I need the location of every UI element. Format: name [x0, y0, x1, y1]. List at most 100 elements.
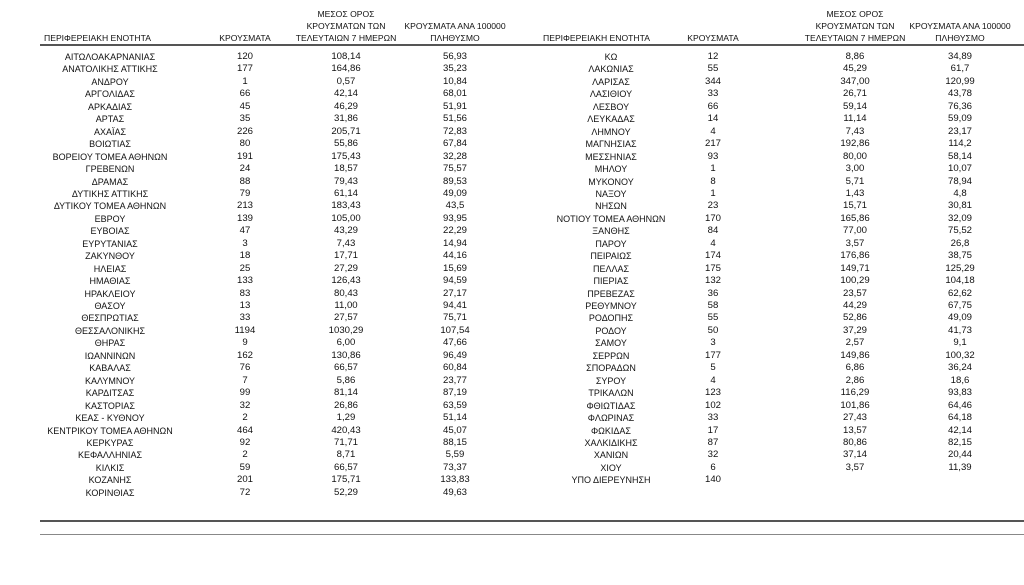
cases-cell: 162 — [236, 349, 253, 361]
avg-7-days-cell: 27,57 — [333, 312, 358, 324]
region-name-cell: ΚΑΡΔΙΤΣΑΣ — [85, 388, 135, 399]
cases-cell: 79 — [239, 187, 251, 199]
cases-per-100k-cell: 89,53 — [442, 175, 467, 187]
cases-per-100k-cell: 56,93 — [442, 51, 467, 62]
region-name-cell: ΜΥΚΟΝΟΥ — [588, 176, 634, 187]
cases-per-100k-cell: 42,14 — [947, 424, 972, 436]
cases-per-100k-cell: 26,8 — [950, 237, 970, 249]
region-name-cell: ΛΕΥΚΑΔΑΣ — [587, 114, 635, 125]
cases-per-100k-cell: 15,69 — [442, 262, 467, 274]
cases-per-100k-cell: 32,28 — [442, 150, 467, 162]
cases-per-100k-cell: 23,77 — [442, 374, 467, 386]
cases-cell: 133 — [236, 275, 253, 287]
header-line: ΜΕΣΟΣ ΟΡΟΣ — [317, 9, 375, 19]
avg-7-days-cell: 46,29 — [333, 100, 358, 112]
cases-cell: 177 — [704, 349, 721, 361]
cases-cell: 201 — [236, 474, 253, 486]
region-name-cell: ΑΧΑΪΑΣ — [93, 126, 127, 137]
avg-7-days-cell: 105,00 — [331, 212, 361, 224]
avg-7-days-cell: 55,86 — [333, 138, 358, 150]
header-text: ΚΡΟΥΣΜΑΤΑ — [219, 33, 271, 43]
region-name-cell: ΝΗΣΩΝ — [595, 201, 627, 212]
avg-7-days-cell: 66,57 — [333, 362, 358, 374]
cases-cell: 226 — [236, 125, 253, 137]
region-name-cell: ΑΙΤΩΛΟΑΚΑΡΝΑΝΙΑΣ — [64, 52, 156, 62]
avg-7-days-cell: 175,43 — [331, 150, 361, 162]
cases-per-100k-cell: 94,41 — [442, 300, 467, 311]
avg-7-days-cell: 100,29 — [840, 275, 870, 287]
region-name-cell: ΡΟΔΟΥ — [595, 325, 627, 336]
cases-per-100k-cell: 18,6 — [950, 374, 970, 386]
avg-7-days-cell: 17,71 — [333, 250, 358, 262]
left-header-region: ΠΕΡΙΦΕΡΕΙΑΚΗ ΕΝΟΤΗΤΑ — [44, 4, 194, 44]
region-name-cell: ΠΕΙΡΑΙΩΣ — [590, 251, 632, 262]
avg-7-days-cell: 59,14 — [842, 100, 867, 112]
avg-7-days-cell: 149,86 — [840, 349, 870, 361]
cases-cell: 66 — [707, 100, 719, 112]
region-name-cell: ΓΡΕΒΕΝΩΝ — [85, 164, 135, 175]
region-name-cell: ΙΩΑΝΝΙΝΩΝ — [84, 350, 136, 361]
region-name-cell: ΣΠΟΡΑΔΩΝ — [586, 363, 636, 374]
cases-per-100k-cell: 10,84 — [442, 75, 467, 87]
avg-7-days-cell: 165,86 — [840, 212, 870, 224]
region-name-cell: ΔΡΑΜΑΣ — [91, 176, 129, 187]
cases-per-100k-cell: 38,75 — [947, 250, 972, 262]
cases-cell: 7 — [242, 374, 248, 386]
avg-7-days-cell: 66,57 — [333, 461, 358, 473]
right-header-avg7: ΜΕΣΟΣ ΟΡΟΣ ΚΡΟΥΣΜΑΤΩΝ ΤΩΝ ΤΕΛΕΥΤΑΙΩΝ 7 Η… — [780, 4, 930, 44]
cases-per-100k-cell: 62,62 — [947, 287, 972, 299]
region-name-cell: ΦΩΚΙΔΑΣ — [591, 425, 631, 436]
region-name-cell: ΡΟΔΟΠΗΣ — [588, 313, 634, 324]
cases-per-100k-cell: 67,84 — [442, 138, 467, 150]
footer-rule — [40, 534, 1024, 535]
header-line: ΚΡΟΥΣΜΑΤΑ ΑΝΑ 100000 — [909, 21, 1011, 31]
cases-per-100k-cell: 64,46 — [947, 399, 972, 411]
avg-7-days-cell: 37,29 — [842, 324, 867, 336]
region-name-cell: ΠΕΛΛΑΣ — [592, 263, 630, 274]
cases-cell: 139 — [236, 212, 253, 224]
region-name-cell: ΝΑΞΟΥ — [595, 188, 627, 199]
region-name-cell: ΚΩ — [604, 52, 618, 62]
region-name-cell: ΘΗΡΑΣ — [94, 338, 126, 349]
cases-per-100k-cell: 10,07 — [947, 163, 972, 175]
region-name-cell: ΑΡΓΟΛΙΔΑΣ — [85, 89, 135, 100]
cases-per-100k-cell: 47,66 — [442, 337, 467, 349]
region-name-cell: ΘΕΣΣΑΛΟΝΙΚΗΣ — [74, 325, 146, 336]
cases-cell: 55 — [707, 63, 719, 75]
avg-7-days-cell: 27,29 — [333, 262, 358, 274]
region-name-cell: ΖΑΚΥΝΘΟΥ — [85, 251, 135, 262]
region-name-cell: ΑΝΔΡΟΥ — [91, 76, 129, 87]
cases-per-100k-cell: 43,5 — [445, 200, 465, 212]
cases-cell: 45 — [239, 100, 251, 112]
header-rule — [40, 44, 1024, 46]
cases-cell: 17 — [707, 424, 719, 436]
cases-cell: 132 — [704, 275, 721, 287]
region-name-cell: ΛΕΣΒΟΥ — [592, 101, 630, 112]
cases-per-100k-cell: 22,29 — [442, 225, 467, 237]
region-name-cell: ΚΟΡΙΝΘΙΑΣ — [85, 487, 135, 498]
avg-7-days-cell: 27,43 — [842, 412, 867, 424]
cases-cell: 191 — [236, 150, 253, 162]
cases-cell: 170 — [704, 212, 721, 224]
avg-7-days-cell: 1,29 — [336, 412, 356, 424]
avg-7-days-cell: 3,57 — [845, 237, 865, 249]
header-line: ΤΕΛΕΥΤΑΙΩΝ 7 ΗΜΕΡΩΝ — [295, 33, 397, 43]
region-name-cell: ΛΑΣΙΘΙΟΥ — [589, 89, 633, 100]
avg-7-days-cell: 8,71 — [336, 449, 356, 461]
region-name-cell: ΛΑΚΩΝΙΑΣ — [588, 64, 634, 75]
cases-per-100k-cell: 68,01 — [442, 88, 467, 100]
cases-per-100k-cell: 64,18 — [947, 412, 972, 424]
region-name-cell: ΚΕΡΚΥΡΑΣ — [86, 437, 134, 448]
cases-cell: 344 — [704, 75, 721, 87]
region-name-cell: ΧΑΛΚΙΔΙΚΗΣ — [584, 437, 638, 448]
avg-7-days-cell: 175,71 — [331, 474, 361, 486]
cases-cell: 174 — [704, 250, 721, 262]
cases-per-100k-cell: 107,54 — [440, 324, 470, 336]
region-name-cell: ΧΙΟΥ — [600, 462, 622, 473]
region-name-cell: ΛΑΡΙΣΑΣ — [592, 76, 630, 87]
cases-cell: 8 — [710, 175, 716, 187]
cases-per-100k-cell: 78,94 — [947, 175, 972, 187]
avg-7-days-cell: 183,43 — [331, 200, 361, 212]
avg-7-days-cell: 11,00 — [334, 300, 358, 311]
region-name-cell: ΣΕΡΡΩΝ — [592, 350, 630, 361]
